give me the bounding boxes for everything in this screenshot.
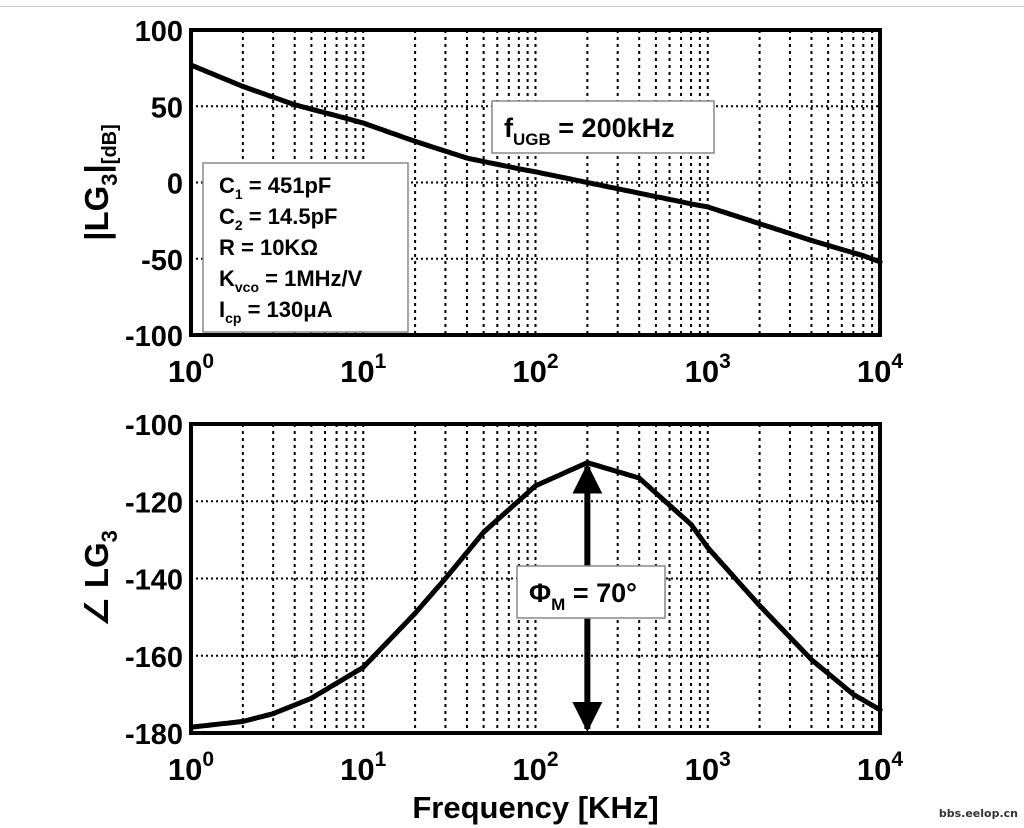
- x-tick-label: 104: [857, 748, 903, 787]
- data-series-line: [190, 62, 883, 265]
- x-tick-label: 100: [168, 350, 214, 389]
- y-axis-label: ∠ LG3: [78, 530, 122, 627]
- x-axis-label: Frequency [KHz]: [412, 790, 658, 825]
- parameter-line: C1 = 451pF: [219, 173, 331, 202]
- parameter-line: R = 10KΩ: [219, 235, 318, 260]
- x-tick-label: 103: [685, 350, 731, 389]
- x-tick-label: 104: [857, 350, 903, 389]
- x-tick-label: 101: [340, 748, 386, 787]
- x-tick-label: 102: [512, 350, 558, 389]
- data-series-line: [190, 459, 883, 730]
- parameter-line: Kvco = 1MHz/V: [219, 266, 363, 295]
- x-tick-label: 103: [685, 748, 731, 787]
- ugb-annotation-text: fUGB = 200kHz: [504, 113, 675, 149]
- parameters-box: [202, 162, 409, 333]
- x-tick-label: 101: [340, 350, 386, 389]
- parameter-line: Icp = 130μA: [219, 297, 333, 326]
- axis-frame: [189, 28, 882, 337]
- y-tick-label: -100: [125, 410, 183, 442]
- y-tick-label: -120: [125, 487, 183, 519]
- y-tick-label: -180: [125, 719, 183, 751]
- y-tick-label: 50: [151, 92, 183, 124]
- y-axis-label: |LG3|[dB]: [78, 124, 122, 241]
- y-tick-label: 100: [135, 16, 183, 48]
- parameter-line: C2 = 14.5pF: [219, 204, 337, 233]
- top-divider: [0, 6, 1024, 7]
- ugb-annotation-box: [491, 100, 715, 154]
- axis-frame: [189, 422, 882, 735]
- y-tick-label: -160: [125, 642, 183, 674]
- x-tick-label: 102: [512, 748, 558, 787]
- y-tick-label: -50: [141, 245, 183, 277]
- phase-margin-box: [516, 565, 666, 619]
- phase-margin-text: ΦM = 70°: [529, 578, 637, 614]
- y-tick-label: -140: [125, 565, 183, 597]
- magnitude-plot: -100 -50 0 50 100 100 101 102 103 104 |LG3|[dB] fUG…: [78, 16, 903, 389]
- x-tick-label: 100: [168, 748, 214, 787]
- y-tick-label: 0: [167, 169, 183, 201]
- y-tick-label: -100: [125, 321, 183, 353]
- phase-plot: -180 -160 -140 -120 -100 100 101 102 103 104 ∠ LG3…: [78, 410, 903, 825]
- watermark-text: bbs.eelop.cn: [938, 807, 1018, 820]
